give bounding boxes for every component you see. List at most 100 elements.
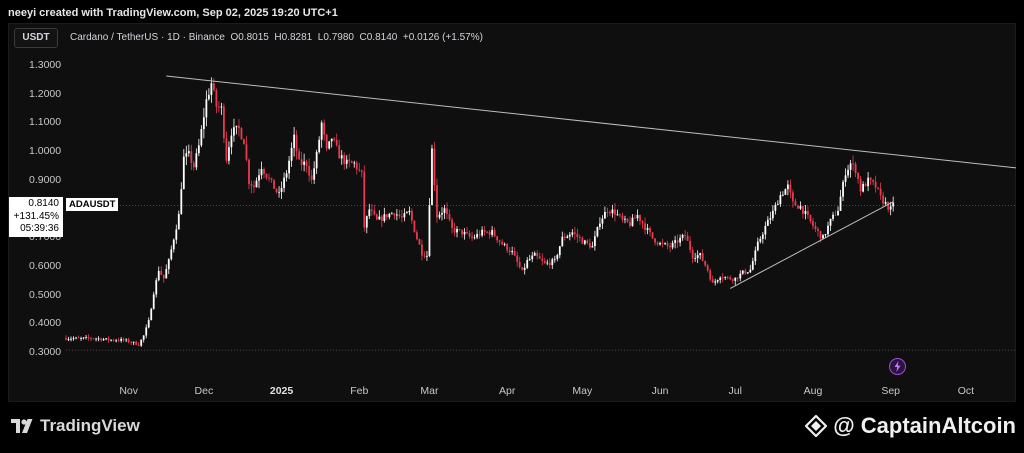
candle-body — [561, 236, 564, 247]
candle-body — [345, 159, 348, 164]
candle-body — [400, 216, 403, 218]
y-tick-label: 1.2000 — [29, 87, 62, 100]
candle-body — [335, 139, 338, 146]
candle-body — [481, 229, 483, 236]
candle-body — [714, 281, 717, 283]
candle-body — [877, 187, 880, 189]
candle-body — [588, 242, 591, 248]
candle-body — [731, 279, 734, 281]
high-value: 0.8281 — [281, 32, 313, 43]
candle-body — [576, 233, 579, 237]
candle-body — [568, 234, 571, 237]
candle-body — [799, 206, 802, 209]
candle-body — [378, 216, 381, 220]
candle-body — [283, 177, 285, 188]
tradingview-brand[interactable]: TradingView — [11, 416, 140, 436]
candle-body — [882, 195, 885, 204]
candle-body — [102, 339, 105, 341]
y-tick-label: 0.9000 — [29, 173, 62, 186]
candle-body — [797, 205, 799, 209]
candle-body — [300, 159, 303, 165]
candle-body — [476, 234, 478, 238]
candle-body — [591, 246, 594, 248]
candle-body — [295, 134, 298, 152]
y-tick-label: 0.6000 — [29, 259, 62, 272]
candle-body — [746, 272, 749, 274]
candle-body — [403, 213, 406, 218]
candle-body — [774, 204, 777, 211]
candle-body — [428, 205, 431, 256]
candle-body — [859, 179, 862, 192]
candle-body — [864, 183, 867, 187]
candle-body — [659, 243, 661, 245]
candle-body — [792, 192, 794, 202]
candle-body — [761, 234, 764, 239]
candle-body — [416, 232, 418, 240]
candle-body — [340, 155, 343, 159]
candle-body — [258, 175, 260, 181]
candle-body — [614, 209, 616, 215]
lightning-bolt-icon[interactable] — [889, 358, 906, 375]
candle-body — [240, 128, 243, 140]
tradingview-logo-icon — [11, 419, 33, 433]
candle-body — [77, 337, 80, 339]
candle-body — [701, 253, 704, 261]
candle-body — [100, 338, 102, 341]
candle-body — [132, 341, 135, 343]
candle-body — [654, 238, 656, 243]
candle-body — [734, 277, 737, 281]
candle-body — [273, 179, 275, 189]
candle-body — [298, 151, 301, 160]
candle-body — [538, 256, 541, 259]
candle-body — [398, 214, 401, 217]
candle-body — [177, 213, 180, 230]
candle-body — [250, 184, 253, 186]
candle-body — [844, 175, 847, 182]
x-tick-label: Oct — [957, 385, 975, 397]
candle-body — [165, 269, 168, 279]
candle-body — [471, 236, 473, 238]
candle-body — [551, 259, 554, 266]
candle-body — [293, 134, 296, 148]
candle-body — [353, 162, 356, 164]
candle-body — [769, 218, 772, 220]
candle-body — [70, 338, 72, 340]
candle-body — [155, 280, 158, 295]
candle-body — [644, 223, 646, 230]
candle-body — [528, 259, 531, 261]
candle-body — [593, 236, 596, 247]
candle-body — [368, 209, 371, 217]
candle-countdown: 05:39:36 — [20, 223, 59, 234]
candle-body — [343, 155, 346, 164]
candle-body — [448, 213, 451, 220]
candle-body — [872, 180, 875, 182]
currency-selector[interactable]: USDT — [14, 28, 58, 48]
candle-body — [724, 277, 727, 279]
candle-body — [583, 240, 586, 244]
candle-body — [431, 148, 433, 206]
candle-body — [223, 106, 225, 139]
x-tick-label: Apr — [498, 385, 516, 397]
candle-body — [456, 229, 458, 233]
candle-body — [624, 218, 626, 220]
candle-body — [147, 320, 150, 328]
candle-body — [315, 152, 318, 169]
candle-body — [248, 159, 250, 185]
candle-body — [839, 196, 842, 211]
candle-body — [65, 338, 67, 340]
candle-body — [661, 243, 664, 244]
candle-body — [253, 185, 255, 188]
candle-body — [338, 145, 341, 159]
candle-body — [719, 277, 722, 281]
candle-body — [501, 241, 504, 245]
candle-body — [172, 239, 175, 250]
candle-body — [215, 89, 218, 107]
candle-body — [225, 138, 228, 161]
candle-body — [380, 216, 383, 221]
candle-body — [180, 189, 183, 214]
candle-body — [438, 214, 441, 218]
candle-body — [235, 125, 238, 128]
candle-body — [87, 337, 90, 339]
candle-body — [809, 215, 812, 222]
